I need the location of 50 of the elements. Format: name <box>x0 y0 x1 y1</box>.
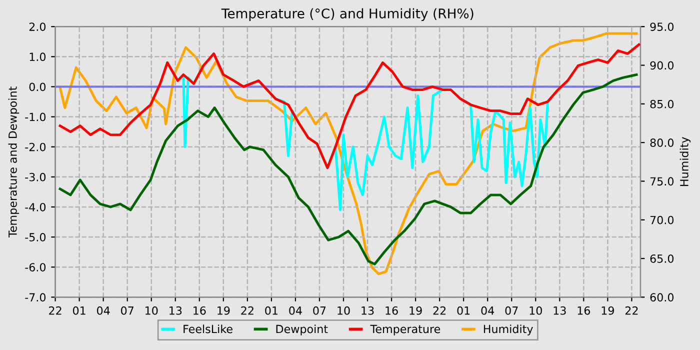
y2-tick-label: 70.0 <box>650 216 674 224</box>
y-tick-label: -3.0 <box>25 172 46 182</box>
y2-tick-label: 60.0 <box>650 293 674 302</box>
x-tick-label: 16 <box>194 306 206 315</box>
y2-tick-label: 75.0 <box>650 177 674 186</box>
y-axis-title: Temperature and Dewpoint <box>8 86 20 238</box>
x-tick-label: 13 <box>362 306 374 315</box>
x-tick-label: 16 <box>386 306 398 315</box>
x-tick-label: 01 <box>72 306 86 315</box>
legend-label: Humidity <box>484 324 533 336</box>
legend-label: Dewpoint <box>276 324 328 336</box>
x-tick-label: 13 <box>170 306 182 315</box>
x-tick-label: 13 <box>554 306 566 315</box>
y-tick-label: -1.0 <box>25 112 46 122</box>
y-tick-label: 2.0 <box>29 22 46 31</box>
x-tick-label: 10 <box>338 306 350 315</box>
y-tick-label: -5.0 <box>25 233 46 242</box>
x-tick-label: 19 <box>218 306 230 315</box>
y-tick-label: -7.0 <box>25 293 46 302</box>
legend-label: Temperature <box>370 324 440 336</box>
legend-label: FeelsLike <box>184 324 232 334</box>
x-tick-label: 04 <box>96 306 110 315</box>
x-tick-label: 01 <box>457 306 470 315</box>
y2-tick-label: 95.0 <box>650 22 674 31</box>
x-tick-label: 04 <box>481 306 494 315</box>
x-tick-label: 22 <box>241 306 254 315</box>
x-tick-label: 22 <box>625 306 638 315</box>
y2-tick-label: 65.0 <box>650 254 674 263</box>
x-tick-label: 01 <box>265 306 278 315</box>
y-tick-label: -4.0 <box>25 202 46 212</box>
y2-tick-label: 80.0 <box>650 138 674 147</box>
y-tick-label: 0.0 <box>29 82 46 92</box>
x-tick-label: 07 <box>313 306 326 315</box>
x-tick-label: 22 <box>433 306 446 315</box>
x-tick-label: 22 <box>49 306 62 315</box>
chart-title: Temperature (°C) and Humidity (RH%) <box>221 8 474 22</box>
x-tick-label: 10 <box>530 306 542 315</box>
x-tick-label: 16 <box>578 306 590 315</box>
y-tick-label: 1.0 <box>30 52 46 62</box>
x-tick-label: 07 <box>505 306 518 315</box>
x-tick-label: 19 <box>410 306 422 315</box>
y-tick-label: -6.0 <box>25 263 46 272</box>
x-tick-label: 07 <box>121 306 134 315</box>
y2-axis-title: Humidity <box>680 137 691 186</box>
y2-tick-label: 85.0 <box>650 100 674 108</box>
x-tick-label: 19 <box>602 306 614 315</box>
x-tick-label: 04 <box>289 306 302 315</box>
y-tick-label: -2.0 <box>25 142 46 152</box>
x-tick-label: 10 <box>146 306 158 315</box>
y2-tick-label: 90.0 <box>650 61 674 70</box>
